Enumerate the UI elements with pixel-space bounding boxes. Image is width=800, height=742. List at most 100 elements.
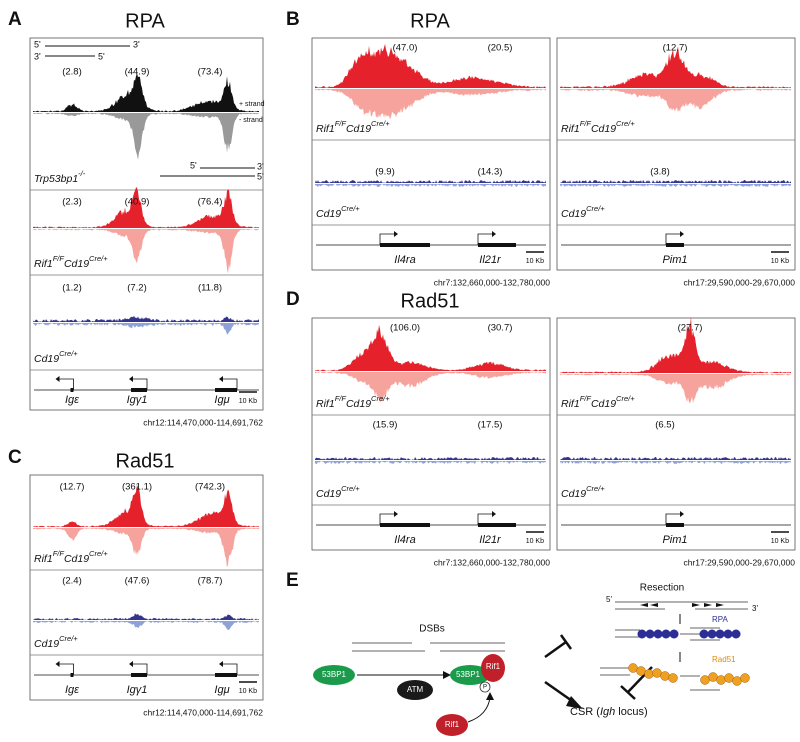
locus-coordinates: chr7:132,660,000-132,780,000 — [434, 277, 551, 287]
panel-box — [311, 37, 551, 271]
signal-max: (106.0) — [390, 323, 420, 334]
locus-coordinates: chr7:132,660,000-132,780,000 — [434, 557, 551, 567]
label-sup: Cre/+ — [586, 204, 605, 213]
signal-minus — [315, 372, 546, 403]
signal-minus — [33, 323, 259, 335]
gene-body — [666, 243, 684, 247]
label-sup: Cre/+ — [89, 549, 108, 558]
strand-end: 3' — [257, 161, 264, 171]
label-sup: F/F — [53, 549, 65, 558]
tss-arrow-head — [492, 231, 496, 237]
signal-plus — [33, 73, 259, 112]
signal-max: (20.5) — [488, 43, 513, 54]
tss-arrow — [59, 378, 74, 390]
rpa-chain — [637, 629, 741, 639]
signal-minus — [33, 621, 259, 630]
label-text: Cd19 — [34, 353, 59, 365]
label-sup: Cre/+ — [89, 254, 108, 263]
tss-arrow — [477, 233, 492, 245]
tss-arrow-head — [680, 231, 684, 237]
signal-max: (11.8) — [198, 283, 222, 294]
locus-coordinates: chr12:114,470,000-114,691,762 — [143, 707, 263, 717]
label-text: Rif1 — [561, 123, 580, 135]
label-sup: Cre/+ — [616, 394, 635, 403]
gene-name: Igμ — [214, 394, 229, 406]
gene-name: Pim1 — [662, 534, 687, 546]
strand-end: 5' — [190, 160, 197, 170]
strand-end: 5' — [257, 171, 264, 181]
tss-arrow-head — [55, 661, 60, 667]
signal-plus — [560, 316, 791, 373]
protein-rif1 — [481, 654, 505, 682]
signal-max: (73.4) — [198, 67, 223, 78]
protein-53bp1 — [450, 665, 490, 685]
track-label: Rif1F/FCd19Cre/+ — [561, 119, 635, 134]
label-text: Trp53bp1 — [34, 173, 78, 185]
signal-max: (78.7) — [198, 576, 223, 587]
protein-label: Rif1 — [486, 662, 501, 671]
signal-max: (3.8) — [650, 167, 670, 178]
signal-minus — [33, 528, 259, 568]
label-text: Cd19 — [591, 123, 616, 135]
track-label: Trp53bp1-/- — [34, 169, 86, 184]
signal-max: (47.6) — [125, 576, 150, 587]
tss-arrow — [665, 513, 680, 525]
signal-max: (6.5) — [655, 420, 675, 431]
gene-name: Igε — [65, 684, 79, 696]
label-sup: Cre/+ — [371, 119, 390, 128]
panel-box — [29, 37, 264, 411]
phospho — [479, 681, 491, 693]
strand-end: 5' — [606, 595, 612, 604]
tss-arrow — [133, 378, 148, 390]
signal-plus — [315, 457, 546, 460]
label-text: Rif1 — [561, 398, 580, 410]
tss-arrow-head — [55, 376, 60, 382]
signal-plus — [33, 613, 259, 620]
gene-body — [70, 673, 74, 677]
tss-arrow — [665, 233, 680, 245]
track-label: Rif1F/FCd19Cre/+ — [561, 394, 635, 409]
tss-arrow — [223, 378, 238, 390]
small-arrows — [640, 603, 724, 607]
panel-letter: A — [8, 9, 22, 30]
strand-end: 5' — [98, 51, 105, 61]
label-sup: Cre/+ — [59, 349, 78, 358]
csr-text: locus) — [615, 706, 647, 718]
label-sup: F/F — [580, 394, 592, 403]
track-label: Rif1F/FCd19Cre/+ — [316, 119, 390, 134]
arrow-head — [566, 696, 583, 709]
protein-53bp1 — [313, 665, 355, 685]
phospho-label: P — [483, 685, 487, 691]
label-text: Cd19 — [64, 553, 89, 565]
label-sup: F/F — [335, 394, 347, 403]
signal-plus — [33, 315, 259, 322]
signal-max: (1.2) — [62, 283, 82, 294]
label-text: Rif1 — [34, 553, 53, 565]
tss-arrow-head — [219, 661, 223, 667]
gene-name: Il21r — [479, 534, 502, 546]
signal-minus — [315, 184, 546, 187]
signal-minus — [560, 461, 791, 464]
tss-arrow-head — [394, 231, 398, 237]
track-label: Cd19Cre/+ — [561, 484, 605, 499]
label-text: Cd19 — [316, 208, 341, 220]
gene-name: Il21r — [479, 254, 502, 266]
scale-label: 10 Kb — [771, 258, 789, 265]
scale-label: 10 Kb — [771, 538, 789, 545]
track-label: Rif1F/FCd19Cre/+ — [34, 549, 108, 564]
arrow — [467, 696, 491, 723]
locus-coordinates: chr17:29,590,000-29,670,000 — [683, 557, 795, 567]
label-sup: Cre/+ — [341, 204, 360, 213]
label-text: Rif1 — [316, 398, 335, 410]
panel-title: Rad51 — [401, 290, 460, 312]
locus-coordinates: chr17:29,590,000-29,670,000 — [683, 277, 795, 287]
csr-text: CSR ( — [570, 706, 600, 718]
label-sup: Cre/+ — [371, 394, 390, 403]
label-sup: Cre/+ — [616, 119, 635, 128]
scale-label: 10 Kb — [239, 398, 257, 405]
signal-max: (12.7) — [60, 482, 85, 493]
dsbs-label: DSBs — [419, 624, 445, 635]
signal-plus — [33, 485, 259, 527]
panel-letter: B — [286, 9, 300, 30]
